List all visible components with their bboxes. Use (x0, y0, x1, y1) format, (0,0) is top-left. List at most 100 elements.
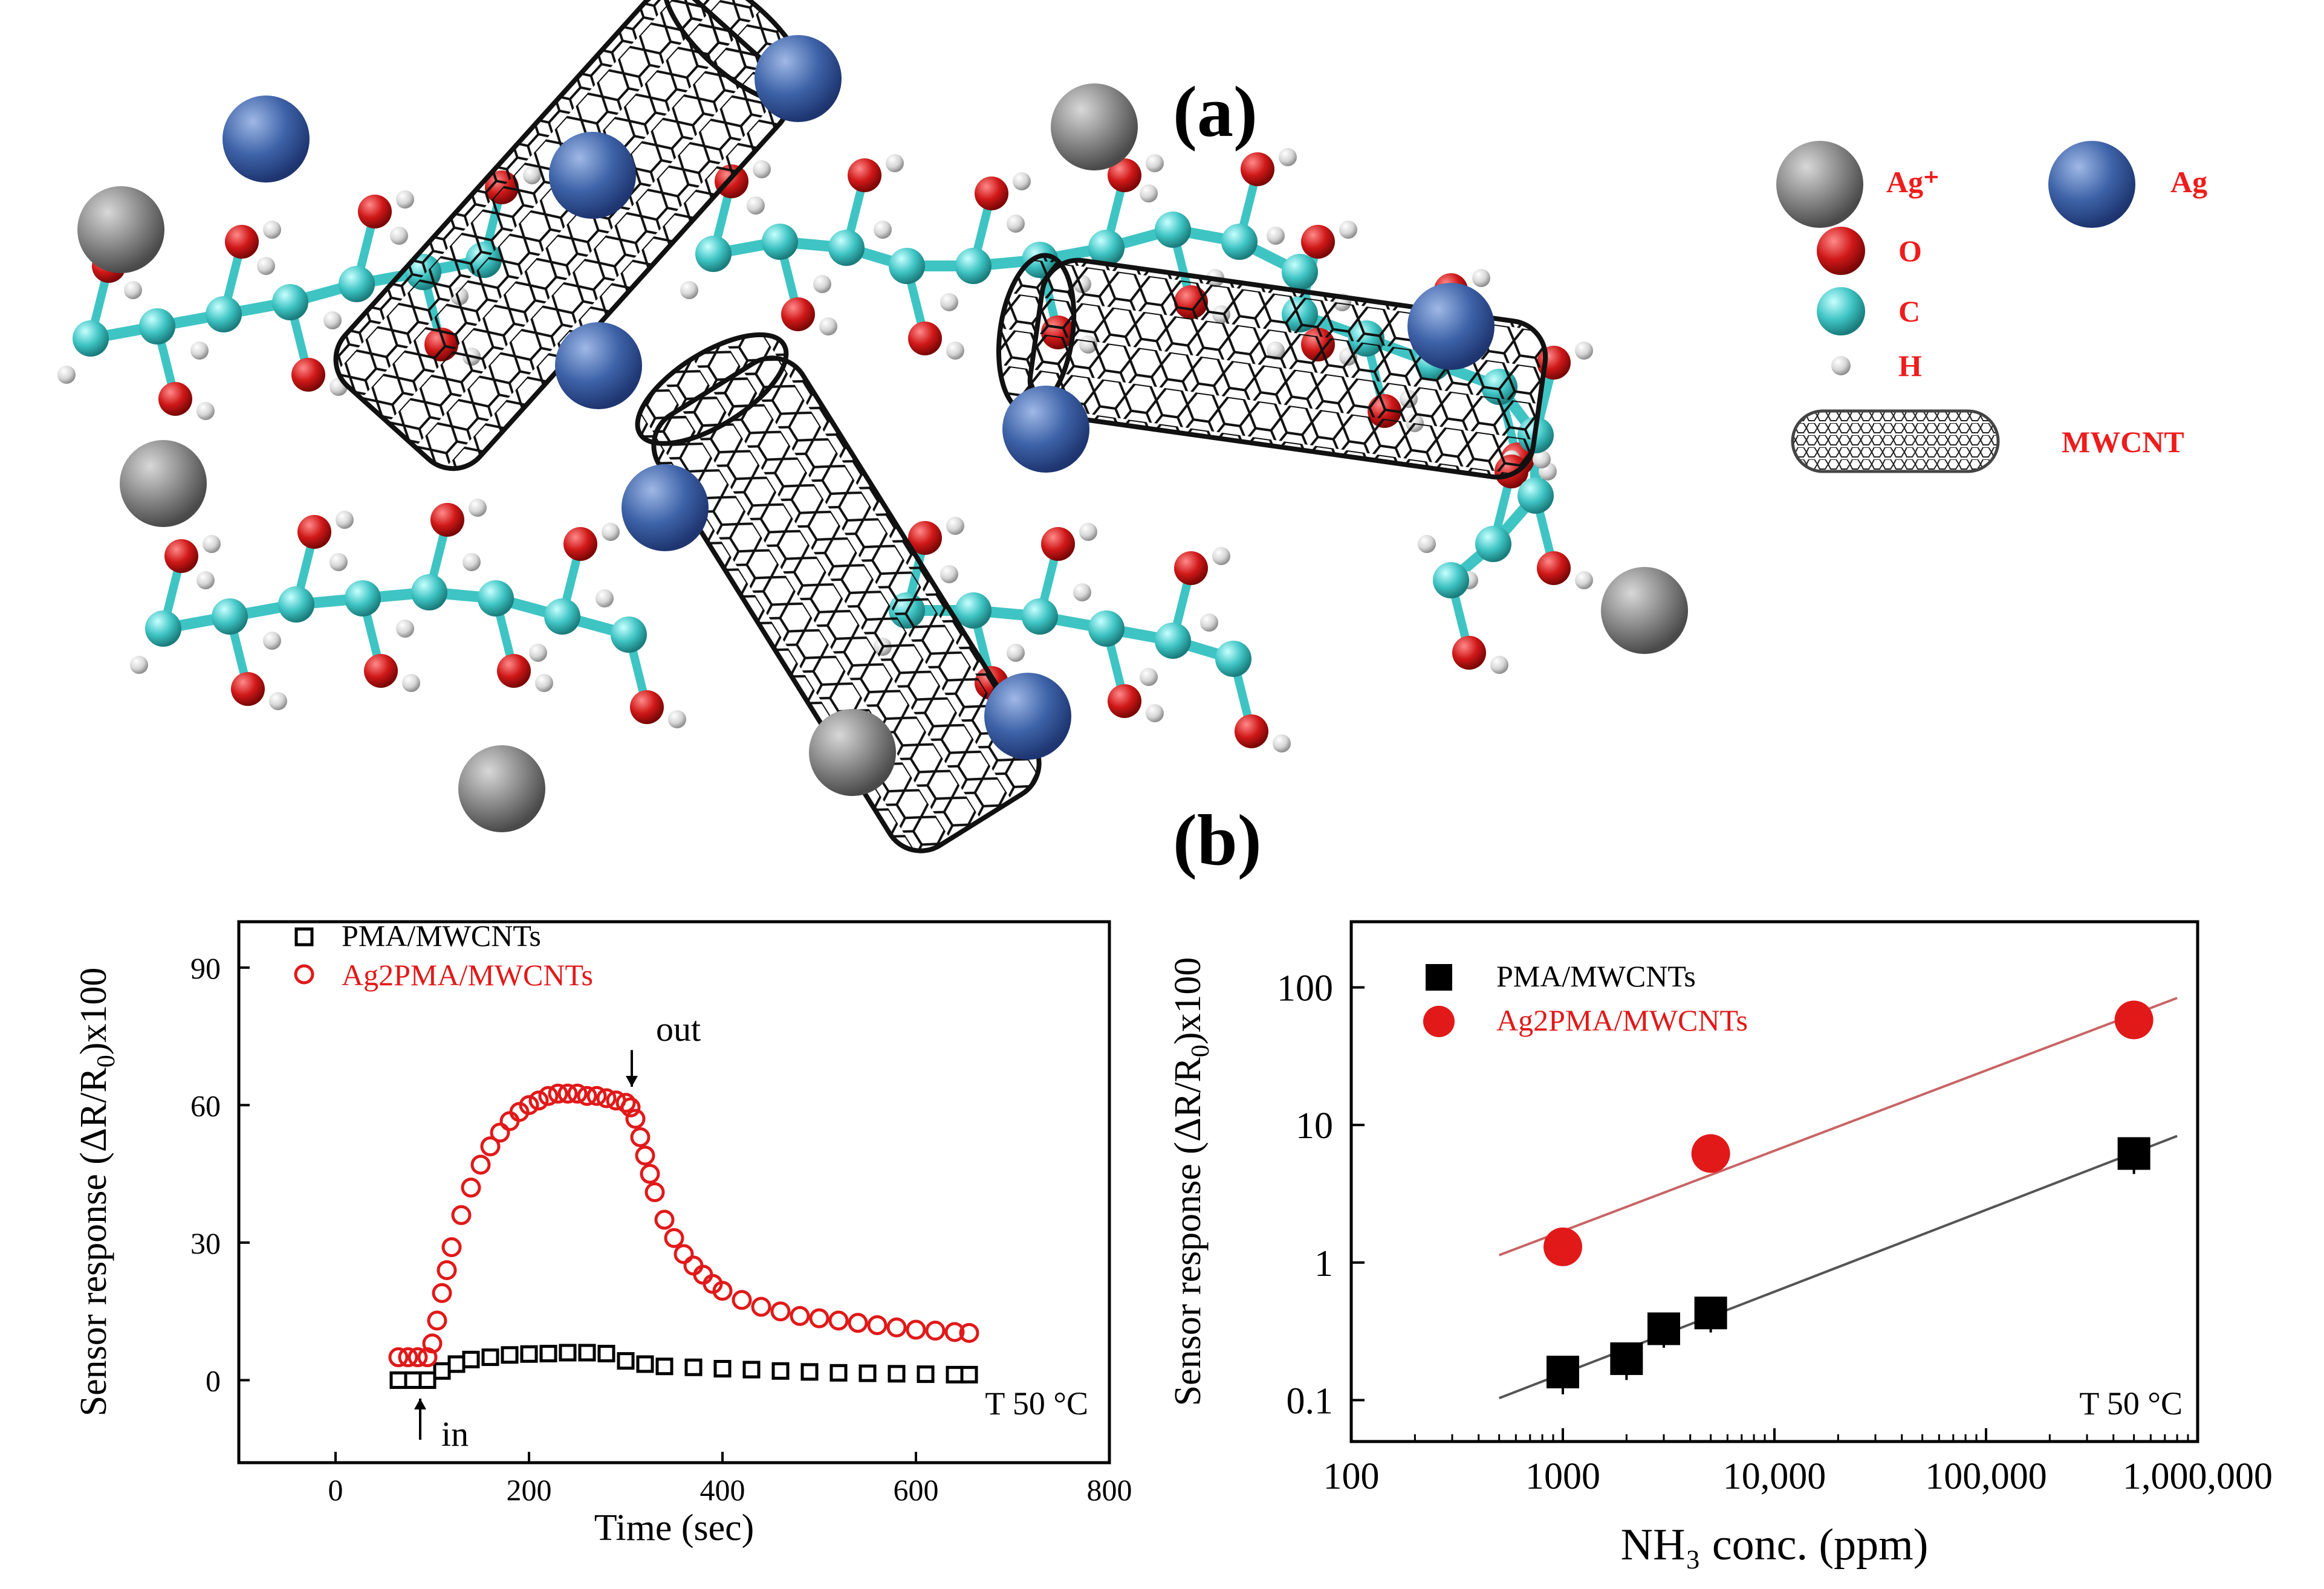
oxygen-atom (158, 382, 192, 416)
ag-atoms (77, 35, 1688, 832)
chart2-axes: 100 1000 10,000 100,000 1,000,000 0.1 1 10 100 (1277, 968, 2273, 1497)
data-point-ag2pma (906, 1319, 926, 1340)
carbon-atom (955, 248, 992, 284)
data-point-ag2pma (620, 1097, 641, 1118)
chart1-temperature-label: T 50 °C (985, 1385, 1088, 1422)
hydrogen-atom (203, 535, 221, 553)
oxygen-atom (908, 322, 942, 355)
carbon-legend-swatch (1817, 287, 1865, 335)
data-point-ag2pma (630, 1127, 651, 1147)
y-tick-label: 0.1 (1287, 1380, 1334, 1422)
data-point-pma (578, 1344, 596, 1362)
hydrogen-atom (469, 499, 487, 517)
carbon-atom (145, 610, 181, 647)
in-arrow-head (414, 1398, 426, 1409)
hydrogen-atom (57, 366, 76, 384)
hydrogen-atom (940, 565, 958, 583)
legend-marker-ag2pma-filled (1423, 1006, 1455, 1037)
carbon-atom (278, 586, 314, 623)
legend-label-ag2pma-2: Ag2PMA/MWCNTs (1496, 1003, 1748, 1037)
hydrogen-atom (124, 281, 142, 299)
chart1-x-axis-title: Time (sec) (594, 1507, 755, 1549)
legend-label-pma: PMA/MWCNTs (342, 919, 541, 953)
oxygen-atom (1108, 684, 1141, 718)
hydrogen-atom (1267, 227, 1285, 245)
carbon-atom (411, 574, 447, 610)
chart-time-response: 0 200 400 600 800 0 30 60 90 PMA/MWCNTs Ag2PMA/M… (73, 919, 1132, 1549)
hydrogen-atom (602, 523, 620, 541)
hydrogen-atom (1140, 184, 1158, 202)
data-point-ag2pma (944, 1322, 965, 1342)
data-point-ag2pma (828, 1310, 849, 1331)
data-point-pma (771, 1362, 790, 1380)
data-point-ag2pma (528, 1090, 549, 1111)
carbon-atom (478, 580, 514, 617)
x-tick-label: 200 (507, 1473, 552, 1507)
data-point-ag2pma (1691, 1134, 1730, 1173)
carbon-atom (345, 580, 381, 617)
hydrogen-atom (257, 257, 275, 275)
hydrogen-atom (946, 341, 964, 360)
oxygen-atom (291, 358, 325, 392)
oxygen-atom (1452, 636, 1486, 670)
x-tick-label: 1,000,000 (2123, 1456, 2273, 1497)
data-point-pma (917, 1365, 935, 1383)
hydrogen-atom (1007, 215, 1025, 233)
data-point-pma (501, 1346, 519, 1364)
carbon-atom (611, 617, 647, 653)
hydrogen-atom (874, 221, 892, 239)
oxygen-atom (231, 672, 265, 706)
oxygen-atom (1301, 225, 1335, 259)
data-point-ag2pma (640, 1163, 660, 1184)
data-point-ag2pma (867, 1315, 888, 1335)
fit-line (1498, 997, 2178, 1257)
ag-ion (458, 745, 545, 832)
oxygen-atom (1235, 714, 1268, 748)
fit-line (1498, 1134, 2178, 1400)
oxygen-atom (1537, 551, 1571, 585)
data-point-ag2pma (732, 1290, 752, 1310)
carbon-atom (1022, 598, 1058, 635)
data-point-pma (1610, 1342, 1643, 1375)
chart1-plot-frame (237, 920, 1111, 1464)
y-tick-label: 10 (1296, 1105, 1333, 1147)
chart2-y-axis-title: Sensor response (ΔR/R0)x100 (1167, 957, 1215, 1406)
x-tick-label: 1000 (1525, 1456, 1600, 1497)
legend-marker-pma (294, 927, 314, 947)
data-point-ag2pma (959, 1322, 979, 1343)
hydrogen-atom (1073, 583, 1091, 601)
hydrogen-atom (263, 632, 281, 650)
data-point-pma (404, 1371, 422, 1389)
chart1-in-marker: in (414, 1398, 469, 1454)
chart1-axes: 0 200 400 600 800 0 30 60 90 (190, 951, 1132, 1507)
hydrogen-atom (940, 293, 958, 311)
hydrogen-atom (263, 221, 281, 239)
data-point-pma (597, 1344, 615, 1362)
out-label: out (656, 1009, 701, 1049)
data-point-ag2pma (674, 1244, 694, 1264)
data-point-ag2pma (427, 1310, 447, 1331)
hydrogen-atom (535, 674, 553, 692)
hydrogen-atom (886, 154, 904, 172)
hydrogen-atom (1079, 523, 1097, 541)
ag-atom (1407, 283, 1495, 370)
chart2-x-axis-title: NH₃ conc. (ppm) (1621, 1520, 1929, 1570)
oxygen-atom (1108, 158, 1141, 192)
data-point-pma (2117, 1137, 2150, 1170)
data-point-pma (1647, 1312, 1680, 1345)
legend-marker-ag2pma (294, 964, 314, 985)
hydrogen-atom (402, 674, 420, 692)
ag-ion (1601, 567, 1688, 654)
hydrogen-atom (1339, 221, 1357, 239)
data-point-pma (1694, 1296, 1727, 1330)
data-point-ag2pma (407, 1347, 428, 1368)
hydrogen-atom (1575, 571, 1593, 589)
data-point-ag2pma (809, 1308, 829, 1328)
hydrogen-atom (680, 281, 698, 299)
data-point-ag2pma (470, 1154, 491, 1175)
hydrogen-atom (753, 160, 771, 178)
carbon-atom (1475, 526, 1511, 562)
oxygen-atom (908, 521, 942, 555)
data-point-ag2pma (586, 1086, 607, 1106)
